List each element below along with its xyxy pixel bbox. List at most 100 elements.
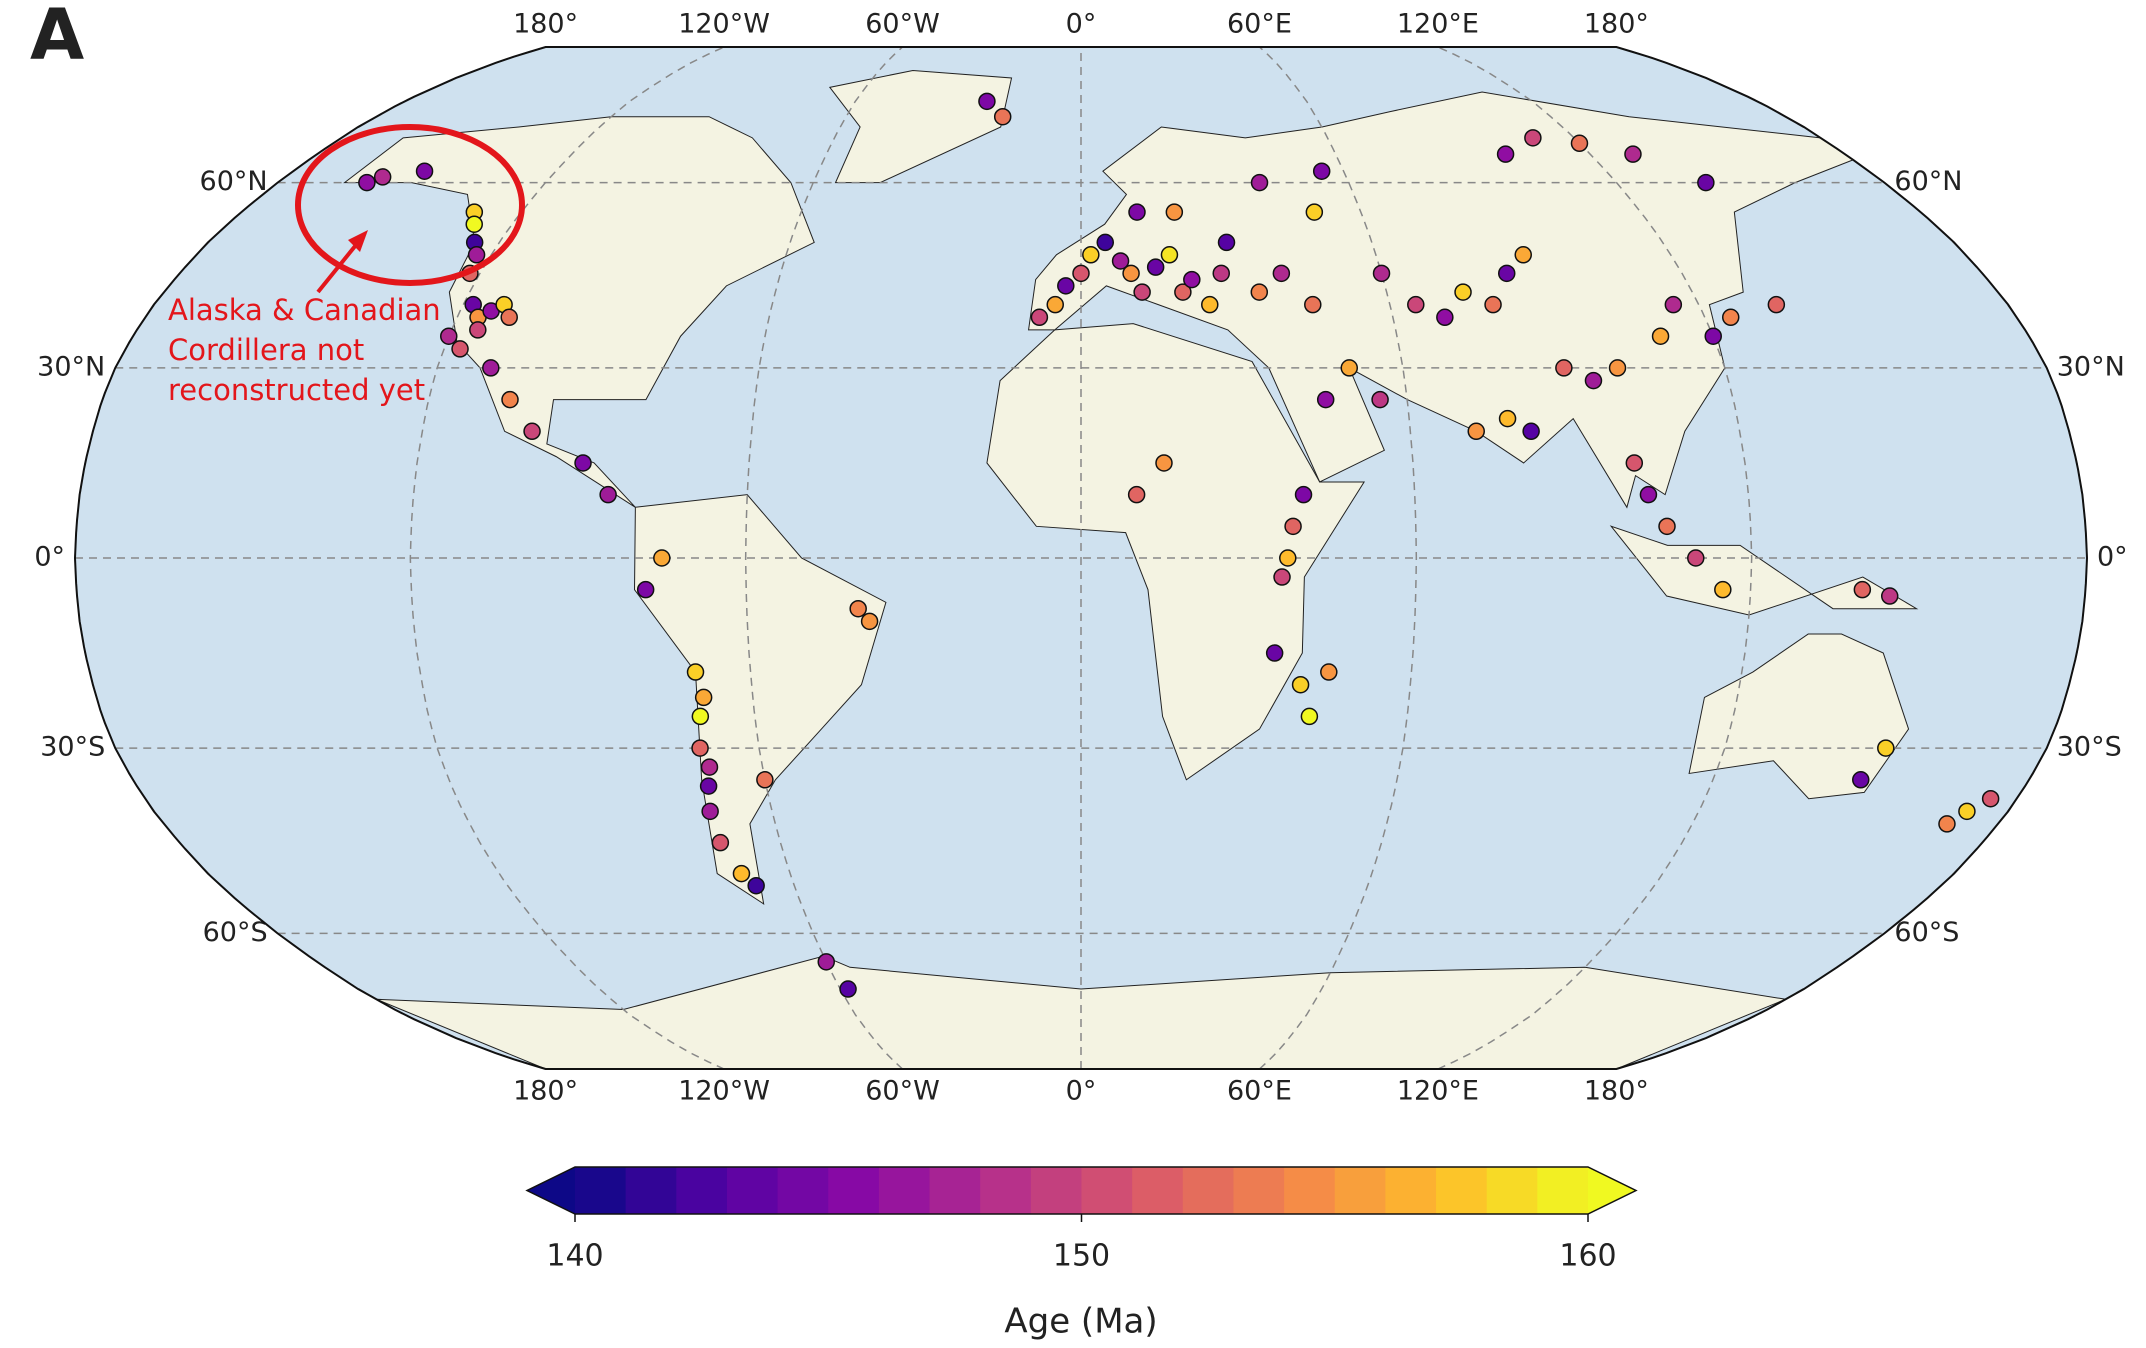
sample-point bbox=[1057, 277, 1075, 295]
sample-point bbox=[1046, 295, 1064, 314]
colorbar-segment bbox=[726, 1167, 779, 1214]
landmass bbox=[1609, 525, 1919, 616]
sample-point bbox=[574, 454, 592, 472]
colorbar-segment bbox=[777, 1167, 829, 1214]
sample-point bbox=[1165, 203, 1184, 221]
sample-point bbox=[1697, 173, 1715, 192]
sample-point bbox=[1201, 295, 1219, 314]
sample-point bbox=[1284, 517, 1302, 536]
sample-point bbox=[1294, 485, 1313, 504]
colorbar-tick-label: 140 bbox=[546, 1239, 603, 1274]
colorbar-segment bbox=[878, 1167, 931, 1214]
sample-point bbox=[1514, 246, 1532, 264]
meridian bbox=[744, 46, 904, 1070]
lat-tick-label: 60°S bbox=[1894, 917, 1959, 948]
sample-point bbox=[839, 980, 857, 998]
lat-tick-label: 60°N bbox=[200, 166, 268, 197]
landmass bbox=[828, 69, 1013, 184]
colorbar-segment bbox=[1537, 1167, 1589, 1214]
annotation-text: reconstructed yet bbox=[168, 373, 425, 407]
sample-point bbox=[523, 422, 541, 441]
sample-point bbox=[653, 549, 671, 567]
sample-point bbox=[467, 246, 486, 264]
lon-tick-label: 0° bbox=[1066, 1076, 1097, 1107]
sample-point bbox=[1687, 549, 1705, 567]
sample-point bbox=[701, 802, 719, 821]
lon-tick-label: 180° bbox=[513, 9, 578, 40]
lat-tick-label: 30°S bbox=[40, 732, 105, 763]
landmass bbox=[634, 494, 887, 905]
sample-point bbox=[993, 107, 1012, 126]
colorbar-segment bbox=[1081, 1167, 1133, 1214]
lon-tick-label: 120°W bbox=[678, 1076, 770, 1107]
sample-point bbox=[747, 876, 765, 895]
sample-point bbox=[1704, 327, 1722, 345]
lon-tick-label: 60°E bbox=[1227, 9, 1292, 40]
sample-point bbox=[1981, 789, 2000, 808]
meridian bbox=[1437, 46, 1753, 1070]
sample-point bbox=[1877, 739, 1895, 757]
sample-point bbox=[1128, 203, 1146, 221]
sample-point bbox=[1639, 485, 1658, 504]
sample-point bbox=[1217, 233, 1236, 252]
colorbar-segment bbox=[929, 1167, 981, 1214]
sample-point bbox=[1312, 162, 1331, 180]
lat-tick-label: 30°N bbox=[37, 351, 105, 382]
sample-point bbox=[1714, 580, 1732, 599]
lat-tick-label: 0° bbox=[2097, 542, 2128, 573]
colorbar-segment bbox=[1233, 1167, 1285, 1214]
lon-tick-label: 180° bbox=[1584, 1076, 1649, 1107]
colorbar-segment bbox=[1132, 1167, 1184, 1214]
sample-point bbox=[482, 359, 500, 377]
colorbar-tick-label: 160 bbox=[1559, 1239, 1616, 1274]
colorbar: 140 150 160 bbox=[525, 1166, 1638, 1274]
sample-point bbox=[978, 92, 996, 111]
landmass bbox=[1688, 633, 1910, 800]
sample-point bbox=[1371, 390, 1389, 409]
sample-point bbox=[1304, 295, 1322, 314]
sample-point bbox=[1122, 264, 1140, 283]
sample-point bbox=[1072, 264, 1090, 283]
sample-point bbox=[1127, 485, 1146, 504]
panel-label: A bbox=[30, 0, 84, 76]
sample-point bbox=[1436, 308, 1454, 327]
sample-point bbox=[1300, 707, 1319, 726]
sample-point bbox=[849, 599, 867, 618]
sample-point bbox=[1265, 644, 1284, 662]
sample-point bbox=[1096, 233, 1115, 252]
sample-point bbox=[1624, 145, 1642, 163]
sample-point bbox=[1279, 549, 1297, 567]
colorbar-segment bbox=[1334, 1167, 1386, 1214]
sample-point bbox=[1183, 270, 1201, 289]
lat-tick-label: 0° bbox=[34, 542, 65, 573]
lon-tick-label: 180° bbox=[1584, 9, 1649, 40]
sample-point bbox=[1250, 283, 1269, 301]
colorbar-segment bbox=[1385, 1167, 1437, 1214]
sample-point bbox=[1938, 815, 1956, 833]
sample-point bbox=[1291, 675, 1310, 694]
sample-point bbox=[1155, 454, 1173, 472]
colorbar-segment bbox=[1030, 1167, 1082, 1214]
sample-point bbox=[1316, 390, 1335, 409]
sample-point bbox=[1212, 264, 1230, 283]
sample-point bbox=[1146, 258, 1165, 276]
arrow-head bbox=[348, 230, 368, 252]
sample-point bbox=[860, 612, 879, 631]
sample-point bbox=[469, 321, 487, 339]
lon-tick-label: 120°E bbox=[1397, 1076, 1479, 1107]
sample-point bbox=[1608, 359, 1627, 377]
map-outline bbox=[73, 46, 2089, 1070]
sample-point bbox=[1484, 295, 1502, 314]
highlight-circle bbox=[295, 124, 525, 286]
sample-point bbox=[451, 340, 469, 358]
sample-point bbox=[1880, 587, 1899, 605]
sample-point bbox=[501, 390, 519, 409]
sample-point bbox=[756, 771, 774, 789]
sample-point bbox=[711, 833, 730, 852]
sample-point bbox=[415, 162, 434, 180]
colorbar-tick-label: 150 bbox=[1053, 1239, 1110, 1274]
sample-point bbox=[732, 864, 751, 883]
sample-point bbox=[1767, 295, 1786, 314]
sample-point bbox=[1133, 283, 1151, 301]
